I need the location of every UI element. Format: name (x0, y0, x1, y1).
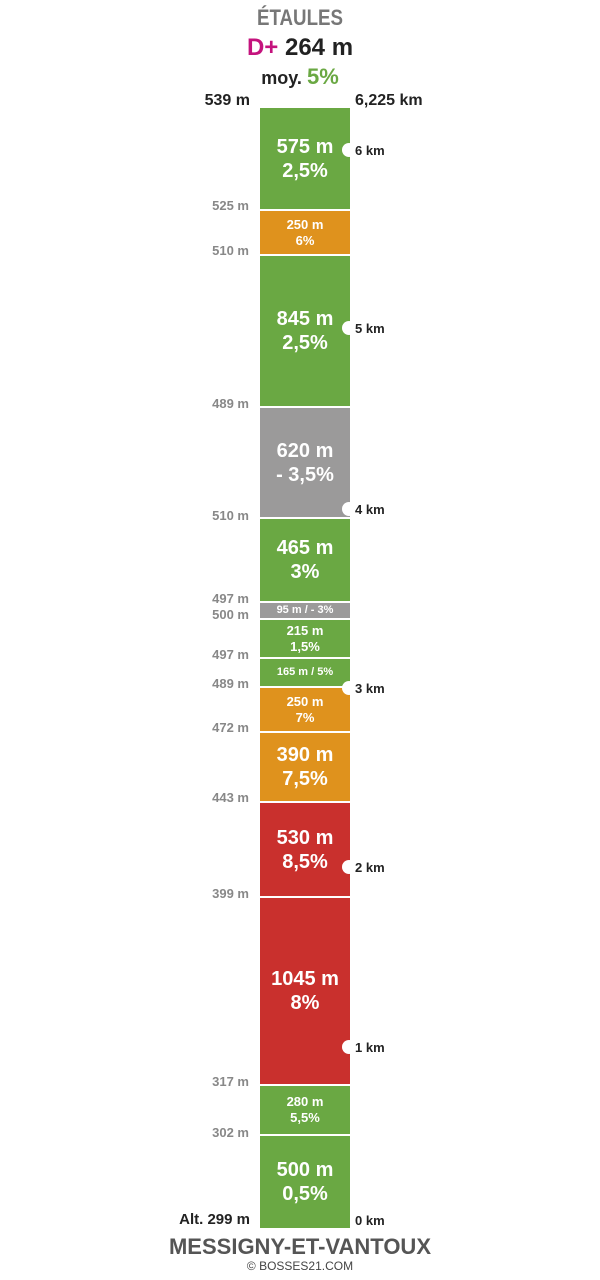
average-grade-value: 5% (306, 64, 339, 89)
boundary-altitude: 317 m (212, 1074, 249, 1089)
km-marker-label: 2 km (355, 860, 385, 875)
km-marker-notch (342, 502, 356, 516)
km-marker-label: 1 km (355, 1040, 385, 1055)
segment-grade: 2,5% (282, 332, 328, 354)
boundary-altitude: 497 m (212, 591, 249, 606)
segment-length: 845 m (276, 308, 334, 330)
segment-9: 250 m 7% (260, 688, 350, 733)
km-marker-label: 6 km (355, 143, 385, 158)
km-marker-notch (342, 681, 356, 695)
elevation-gain-value: 264 m (284, 34, 354, 61)
segment-length: 165 m / 5% (276, 665, 334, 678)
boundary-altitude: 510 m (212, 508, 249, 523)
segment-13: 280 m 5,5% (260, 1086, 350, 1136)
km-marker-label: 3 km (355, 681, 385, 696)
boundary-altitude: 443 m (212, 790, 249, 805)
boundary-altitude: 302 m (212, 1125, 249, 1140)
segment-length: 250 m (286, 216, 324, 232)
average-grade-label: moy. (261, 68, 302, 88)
segment-length: 390 m (276, 744, 334, 766)
segment-5: 465 m 3% (260, 519, 350, 603)
km-marker-notch (342, 143, 356, 157)
segment-3: 845 m 2,5% (260, 256, 350, 408)
start-distance: 0 km (355, 1213, 385, 1228)
km-marker-label: 4 km (355, 502, 385, 517)
segment-grade: 8,5% (282, 850, 328, 873)
segment-grade: 5,5% (290, 1110, 320, 1125)
boundary-altitude: 510 m (212, 243, 249, 258)
segment-11: 530 m 8,5% (260, 803, 350, 898)
segment-7: 215 m 1,5% (260, 620, 350, 659)
segment-grade: - 3,5% (276, 463, 334, 486)
boundary-altitude: 497 m (212, 647, 249, 662)
boundary-altitude: 500 m (212, 607, 249, 622)
segment-8: 165 m / 5% (260, 659, 350, 688)
segment-length: 465 m (276, 537, 334, 559)
segment-length: 575 m (276, 135, 334, 158)
segment-grade: 0,5% (282, 1183, 328, 1205)
segment-grade: 1,5% (290, 638, 320, 654)
boundary-altitude: 525 m (212, 198, 249, 213)
segment-length: 250 m (286, 693, 324, 709)
average-grade: moy. 5% (0, 64, 600, 90)
segment-length: 620 m (276, 439, 334, 462)
segment-10: 390 m 7,5% (260, 733, 350, 803)
segment-4: 620 m- 3,5% (260, 408, 350, 519)
boundary-altitude: 472 m (212, 720, 249, 735)
site-credit: © BOSSES21.COM (246, 1259, 354, 1273)
start-location: MESSIGNY-ET-VANTOUX (168, 1234, 431, 1259)
segment-grade: 7,5% (282, 768, 328, 790)
boundary-altitude: 489 m (212, 676, 249, 691)
segment-14: 500 m 0,5% (260, 1136, 350, 1228)
start-altitude: Alt. 299 m (179, 1211, 250, 1228)
km-marker-notch (342, 860, 356, 874)
summit-altitude: 539 m (204, 92, 250, 109)
segment-grade: 6% (295, 232, 315, 248)
boundary-altitude: 489 m (212, 396, 249, 411)
profile-bar: 575 m 2,5% 250 m 6% 845 m 2,5% 620 m- 3,5% 465 … (260, 108, 350, 1228)
segment-length: 215 m (286, 622, 324, 638)
segment-grade: 8% (290, 992, 320, 1014)
total-distance: 6,225 km (355, 92, 423, 109)
segment-grade: 2,5% (282, 159, 328, 182)
boundary-altitude: 399 m (212, 886, 249, 901)
segment-6: 95 m / - 3% (260, 603, 350, 620)
segment-12: 1045 m 8% (260, 898, 350, 1086)
segment-1: 575 m 2,5% (260, 108, 350, 211)
elevation-gain-label: D+ (246, 34, 279, 61)
km-marker-notch (342, 1040, 356, 1054)
segment-grade: 7% (295, 709, 315, 725)
segment-2: 250 m 6% (260, 211, 350, 256)
segment-length: 500 m (276, 1159, 334, 1181)
elevation-gain: D+ 264 m (0, 34, 600, 62)
km-marker-label: 5 km (355, 321, 385, 336)
segment-length: 280 m (286, 1094, 324, 1110)
segment-length: 530 m (276, 826, 334, 849)
km-marker-notch (342, 321, 356, 335)
climb-title: ÉTAULES (257, 5, 343, 30)
segment-length: 1045 m (271, 968, 339, 990)
segment-length: 95 m / - 3% (276, 603, 334, 616)
segment-grade: 3% (290, 561, 320, 583)
